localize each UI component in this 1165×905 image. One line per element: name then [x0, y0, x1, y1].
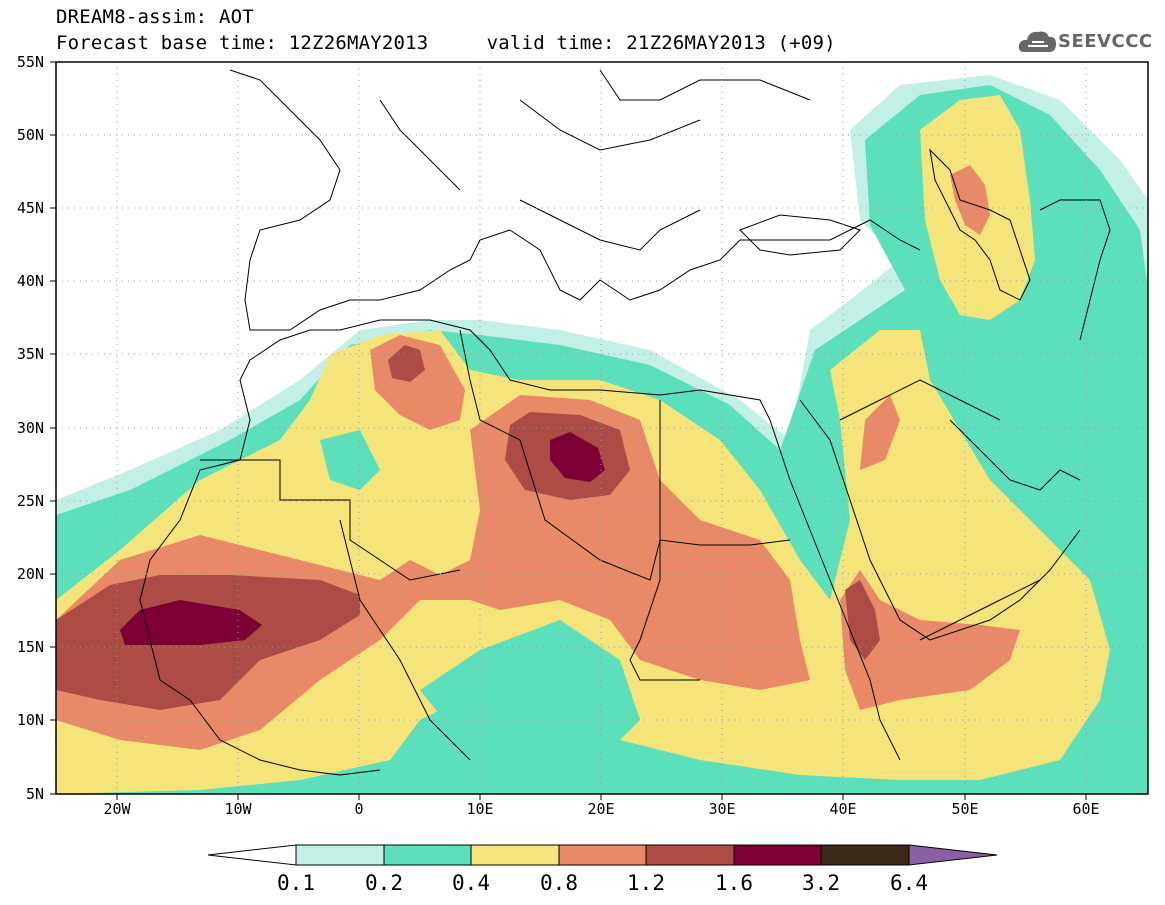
lon-label: 10W	[224, 800, 252, 818]
aot-1.2-region	[388, 345, 425, 382]
lat-label: 35N	[17, 345, 44, 363]
aot-0.8-region	[860, 395, 900, 470]
colorbar-swatch	[733, 844, 822, 866]
graticule	[56, 62, 1148, 794]
lat-label: 45N	[17, 199, 44, 217]
lat-label: 15N	[17, 638, 44, 656]
colorbar-label: 0.4	[452, 871, 490, 895]
cloud-logo-icon	[1018, 31, 1056, 52]
colorbar-max-arrow	[908, 844, 998, 866]
lon-label: 60E	[1072, 800, 1099, 818]
forecast-time-subtitle: Forecast base time: 12Z26MAY2013 valid t…	[56, 32, 836, 54]
aot-0.8-caspian	[950, 165, 990, 235]
lat-label: 50N	[17, 126, 44, 144]
lat-label: 20N	[17, 565, 44, 583]
aot-0.2-patch	[320, 430, 380, 490]
colorbar-label: 3.2	[802, 871, 840, 895]
lon-label: 20W	[103, 800, 131, 818]
colorbar-swatch	[295, 844, 385, 866]
lon-label: 10E	[466, 800, 493, 818]
lon-labels: 20W 10W 0 10E 20E 30E 40E 50E 60E	[103, 800, 1099, 818]
lat-label: 55N	[17, 53, 44, 71]
colorbar-label: 0.2	[365, 871, 403, 895]
lat-label: 30N	[17, 419, 44, 437]
colorbar-min-arrow	[207, 844, 297, 866]
map-title: DREAM8-assim: AOT	[56, 6, 254, 28]
lat-label: 25N	[17, 492, 44, 510]
lon-label: 0	[354, 800, 363, 818]
aot-1.6-region	[120, 600, 262, 645]
colorbar-label: 1.2	[627, 871, 665, 895]
lon-label: 30E	[708, 800, 735, 818]
lon-label: 40E	[829, 800, 856, 818]
colorbar-swatch	[645, 844, 735, 866]
aot-0.2-patch	[420, 620, 640, 760]
axis-ticks	[50, 61, 1087, 800]
lat-label: 10N	[17, 711, 44, 729]
aot-1.6-region	[550, 432, 605, 482]
aot-field	[56, 62, 1148, 794]
lat-label: 40N	[17, 272, 44, 290]
colorbar-swatch	[558, 844, 647, 866]
colorbar-swatch	[383, 844, 472, 866]
colorbar-swatch	[820, 844, 910, 866]
lon-label: 50E	[951, 800, 978, 818]
coastlines	[139, 69, 1111, 776]
lon-label: 20E	[587, 800, 614, 818]
lat-label: 5N	[26, 785, 44, 803]
colorbar-label: 0.8	[540, 871, 578, 895]
colorbar-swatch	[470, 844, 560, 866]
colorbar-label: 1.6	[715, 871, 753, 895]
lat-labels: 55N 50N 45N 40N 35N 30N 25N 20N 15N 10N …	[17, 53, 44, 803]
colorbar: 0.1 0.2 0.4 0.8 1.2 1.6 3.2 6.4	[207, 844, 998, 895]
colorbar-label: 6.4	[890, 871, 928, 895]
seevccc-logo-text: SEEVCCC	[1058, 31, 1153, 52]
colorbar-label: 0.1	[277, 871, 315, 895]
aot-0.2-patch	[960, 390, 1148, 530]
